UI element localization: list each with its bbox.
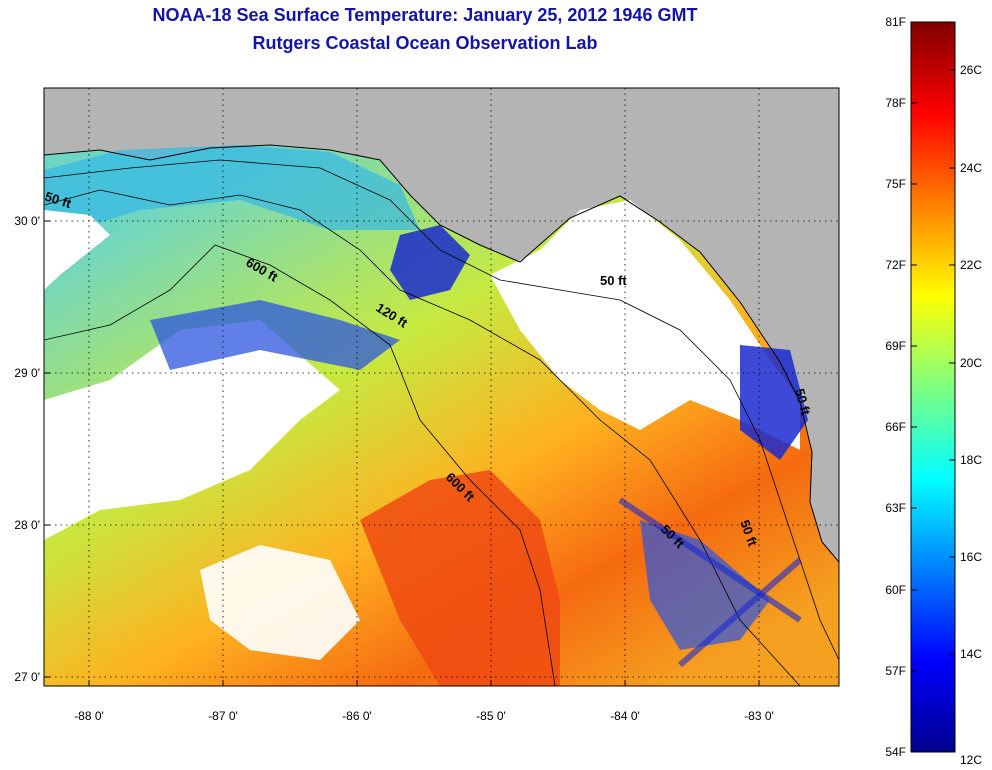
coastline [44,144,839,563]
colorbar-c-label: 20C [960,356,982,370]
colorbar-f-label: 60F [885,583,906,597]
cold-patch [150,300,400,370]
lon-label: -87 0' [208,709,238,723]
graticule [44,88,839,686]
color-bar [910,21,956,753]
contour-label: 50 ft [792,387,814,417]
colorbar-f-label: 75F [885,177,906,191]
map-frame [43,87,840,687]
contour-label: 50 ft [600,273,627,288]
lat-label: 29 0' [14,366,40,380]
cloud-patch [200,545,360,660]
cool-shelf [44,145,420,240]
lon-label: -85 0' [476,709,506,723]
colorbar-c-label: 26C [960,63,982,77]
warm-core [360,470,560,686]
lon-label: -83 0' [744,709,774,723]
colorbar-f-label: 66F [885,420,906,434]
colorbar-c-label: 14C [960,647,982,661]
colorbar-f-label: 72F [885,258,906,272]
cloud-mask [44,320,340,540]
colorbar-f-label: 69F [885,339,906,353]
colorbar-c-label: 18C [960,453,982,467]
colorbar-f-label: 63F [885,501,906,515]
map-title: NOAA-18 Sea Surface Temperature: January… [152,5,698,25]
contour-50ft [44,159,839,661]
cold-patch [740,345,808,460]
swath-artifact [618,497,802,623]
lon-label: -88 0' [74,709,104,723]
color-bar-ticks [911,69,955,672]
cloud-mask-west [44,210,110,290]
colorbar-c-label: 24C [960,161,982,175]
cold-patch [390,225,470,300]
lon-label: -86 0' [342,709,372,723]
colorbar-c-label: 16C [960,550,982,564]
colorbar-f-label: 78F [885,96,906,110]
contour-600ft [44,244,556,686]
cloud-mask-east [490,200,800,450]
lon-label: -84 0' [610,709,640,723]
swath-artifact [678,557,802,668]
colorbar-c-label: 22C [960,258,982,272]
lat-label: 30 0' [14,214,40,228]
colorbar-f-label: 81F [885,15,906,29]
axis-ticks [44,220,760,686]
lat-label: 28 0' [14,518,40,532]
colorbar-f-label: 57F [885,664,906,678]
lat-label: 27 0' [14,670,40,684]
colorbar-c-label: 12C [960,753,982,767]
map-subtitle: Rutgers Coastal Ocean Observation Lab [252,33,598,53]
contour-120ft [44,189,801,686]
colorbar-f-label: 54F [885,745,906,759]
